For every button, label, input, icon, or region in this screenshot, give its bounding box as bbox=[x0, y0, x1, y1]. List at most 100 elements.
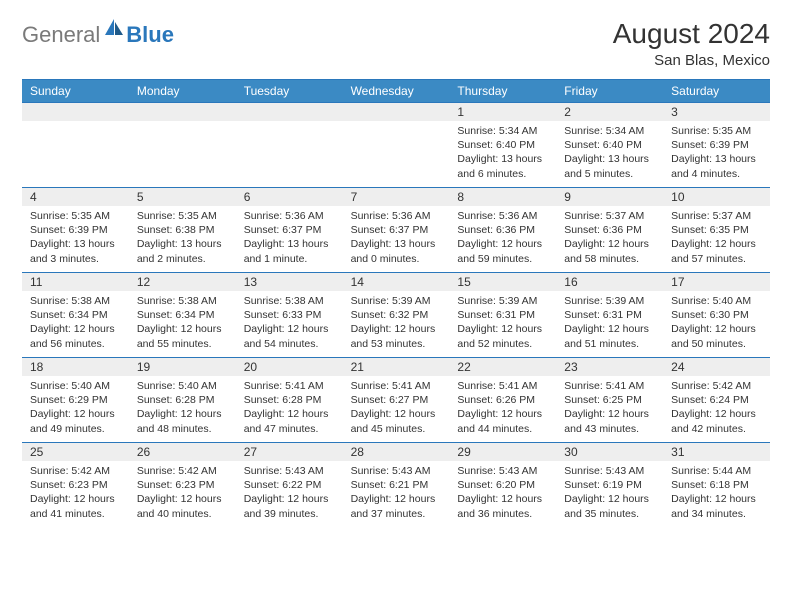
sunset-text: Sunset: 6:31 PM bbox=[457, 308, 548, 322]
day-cell: 15Sunrise: 5:39 AMSunset: 6:31 PMDayligh… bbox=[449, 273, 556, 357]
sunrise-text: Sunrise: 5:34 AM bbox=[457, 124, 548, 138]
weeks-container: 1Sunrise: 5:34 AMSunset: 6:40 PMDaylight… bbox=[22, 102, 770, 527]
day-number bbox=[236, 103, 343, 121]
day-cell: 6Sunrise: 5:36 AMSunset: 6:37 PMDaylight… bbox=[236, 188, 343, 272]
sunrise-text: Sunrise: 5:41 AM bbox=[351, 379, 442, 393]
sunrise-text: Sunrise: 5:35 AM bbox=[671, 124, 762, 138]
sunset-text: Sunset: 6:20 PM bbox=[457, 478, 548, 492]
day-details: Sunrise: 5:37 AMSunset: 6:36 PMDaylight:… bbox=[556, 206, 663, 266]
day-number: 4 bbox=[22, 188, 129, 206]
day-number: 17 bbox=[663, 273, 770, 291]
day-number: 30 bbox=[556, 443, 663, 461]
sunrise-text: Sunrise: 5:38 AM bbox=[244, 294, 335, 308]
day-cell: 7Sunrise: 5:36 AMSunset: 6:37 PMDaylight… bbox=[343, 188, 450, 272]
day-cell: 22Sunrise: 5:41 AMSunset: 6:26 PMDayligh… bbox=[449, 358, 556, 442]
day-details: Sunrise: 5:38 AMSunset: 6:33 PMDaylight:… bbox=[236, 291, 343, 351]
daylight-text: Daylight: 12 hours and 48 minutes. bbox=[137, 407, 228, 435]
day-header-sat: Saturday bbox=[663, 80, 770, 102]
day-number: 19 bbox=[129, 358, 236, 376]
day-cell: 21Sunrise: 5:41 AMSunset: 6:27 PMDayligh… bbox=[343, 358, 450, 442]
daylight-text: Daylight: 12 hours and 47 minutes. bbox=[244, 407, 335, 435]
sunrise-text: Sunrise: 5:43 AM bbox=[457, 464, 548, 478]
day-details: Sunrise: 5:35 AMSunset: 6:38 PMDaylight:… bbox=[129, 206, 236, 266]
sunrise-text: Sunrise: 5:40 AM bbox=[671, 294, 762, 308]
day-number: 25 bbox=[22, 443, 129, 461]
sunrise-text: Sunrise: 5:39 AM bbox=[564, 294, 655, 308]
sunset-text: Sunset: 6:28 PM bbox=[244, 393, 335, 407]
day-headers-row: Sunday Monday Tuesday Wednesday Thursday… bbox=[22, 80, 770, 102]
day-cell: 18Sunrise: 5:40 AMSunset: 6:29 PMDayligh… bbox=[22, 358, 129, 442]
day-number: 18 bbox=[22, 358, 129, 376]
day-cell: 1Sunrise: 5:34 AMSunset: 6:40 PMDaylight… bbox=[449, 103, 556, 187]
sunrise-text: Sunrise: 5:36 AM bbox=[244, 209, 335, 223]
day-number: 31 bbox=[663, 443, 770, 461]
sunrise-text: Sunrise: 5:36 AM bbox=[457, 209, 548, 223]
daylight-text: Daylight: 12 hours and 54 minutes. bbox=[244, 322, 335, 350]
sunrise-text: Sunrise: 5:40 AM bbox=[30, 379, 121, 393]
sunrise-text: Sunrise: 5:38 AM bbox=[30, 294, 121, 308]
sunset-text: Sunset: 6:25 PM bbox=[564, 393, 655, 407]
day-number: 10 bbox=[663, 188, 770, 206]
day-number: 13 bbox=[236, 273, 343, 291]
day-number bbox=[22, 103, 129, 121]
page-header: General Blue August 2024 San Blas, Mexic… bbox=[22, 18, 770, 69]
week-row: 25Sunrise: 5:42 AMSunset: 6:23 PMDayligh… bbox=[22, 442, 770, 527]
day-header-wed: Wednesday bbox=[343, 80, 450, 102]
calendar-page: General Blue August 2024 San Blas, Mexic… bbox=[0, 0, 792, 537]
day-cell: 28Sunrise: 5:43 AMSunset: 6:21 PMDayligh… bbox=[343, 443, 450, 527]
day-number: 2 bbox=[556, 103, 663, 121]
daylight-text: Daylight: 12 hours and 49 minutes. bbox=[30, 407, 121, 435]
day-details: Sunrise: 5:34 AMSunset: 6:40 PMDaylight:… bbox=[449, 121, 556, 181]
day-details: Sunrise: 5:38 AMSunset: 6:34 PMDaylight:… bbox=[129, 291, 236, 351]
day-header-thu: Thursday bbox=[449, 80, 556, 102]
daylight-text: Daylight: 12 hours and 44 minutes. bbox=[457, 407, 548, 435]
sunrise-text: Sunrise: 5:36 AM bbox=[351, 209, 442, 223]
daylight-text: Daylight: 12 hours and 43 minutes. bbox=[564, 407, 655, 435]
day-details: Sunrise: 5:36 AMSunset: 6:36 PMDaylight:… bbox=[449, 206, 556, 266]
day-number: 8 bbox=[449, 188, 556, 206]
day-details: Sunrise: 5:42 AMSunset: 6:23 PMDaylight:… bbox=[22, 461, 129, 521]
daylight-text: Daylight: 12 hours and 58 minutes. bbox=[564, 237, 655, 265]
sunset-text: Sunset: 6:28 PM bbox=[137, 393, 228, 407]
title-block: August 2024 San Blas, Mexico bbox=[613, 18, 770, 69]
day-details: Sunrise: 5:41 AMSunset: 6:27 PMDaylight:… bbox=[343, 376, 450, 436]
logo-text-blue: Blue bbox=[126, 22, 174, 48]
day-cell: 11Sunrise: 5:38 AMSunset: 6:34 PMDayligh… bbox=[22, 273, 129, 357]
sunrise-text: Sunrise: 5:41 AM bbox=[244, 379, 335, 393]
day-details: Sunrise: 5:43 AMSunset: 6:19 PMDaylight:… bbox=[556, 461, 663, 521]
sunset-text: Sunset: 6:40 PM bbox=[457, 138, 548, 152]
day-number: 29 bbox=[449, 443, 556, 461]
sunset-text: Sunset: 6:34 PM bbox=[137, 308, 228, 322]
day-number bbox=[343, 103, 450, 121]
sunrise-text: Sunrise: 5:42 AM bbox=[30, 464, 121, 478]
day-number: 23 bbox=[556, 358, 663, 376]
sunset-text: Sunset: 6:21 PM bbox=[351, 478, 442, 492]
day-cell: 8Sunrise: 5:36 AMSunset: 6:36 PMDaylight… bbox=[449, 188, 556, 272]
day-cell: 16Sunrise: 5:39 AMSunset: 6:31 PMDayligh… bbox=[556, 273, 663, 357]
day-cell: 24Sunrise: 5:42 AMSunset: 6:24 PMDayligh… bbox=[663, 358, 770, 442]
daylight-text: Daylight: 12 hours and 39 minutes. bbox=[244, 492, 335, 520]
day-number: 6 bbox=[236, 188, 343, 206]
daylight-text: Daylight: 12 hours and 53 minutes. bbox=[351, 322, 442, 350]
day-number: 24 bbox=[663, 358, 770, 376]
day-cell: 17Sunrise: 5:40 AMSunset: 6:30 PMDayligh… bbox=[663, 273, 770, 357]
day-cell bbox=[343, 103, 450, 187]
sunrise-text: Sunrise: 5:43 AM bbox=[564, 464, 655, 478]
day-details: Sunrise: 5:43 AMSunset: 6:22 PMDaylight:… bbox=[236, 461, 343, 521]
day-details: Sunrise: 5:43 AMSunset: 6:21 PMDaylight:… bbox=[343, 461, 450, 521]
sunset-text: Sunset: 6:26 PM bbox=[457, 393, 548, 407]
daylight-text: Daylight: 12 hours and 52 minutes. bbox=[457, 322, 548, 350]
day-details: Sunrise: 5:44 AMSunset: 6:18 PMDaylight:… bbox=[663, 461, 770, 521]
day-number bbox=[129, 103, 236, 121]
sunrise-text: Sunrise: 5:43 AM bbox=[351, 464, 442, 478]
day-details: Sunrise: 5:39 AMSunset: 6:32 PMDaylight:… bbox=[343, 291, 450, 351]
day-cell bbox=[22, 103, 129, 187]
daylight-text: Daylight: 12 hours and 57 minutes. bbox=[671, 237, 762, 265]
day-details: Sunrise: 5:41 AMSunset: 6:25 PMDaylight:… bbox=[556, 376, 663, 436]
day-number: 1 bbox=[449, 103, 556, 121]
day-cell: 3Sunrise: 5:35 AMSunset: 6:39 PMDaylight… bbox=[663, 103, 770, 187]
sunset-text: Sunset: 6:39 PM bbox=[30, 223, 121, 237]
daylight-text: Daylight: 12 hours and 36 minutes. bbox=[457, 492, 548, 520]
day-cell bbox=[129, 103, 236, 187]
sunrise-text: Sunrise: 5:41 AM bbox=[564, 379, 655, 393]
